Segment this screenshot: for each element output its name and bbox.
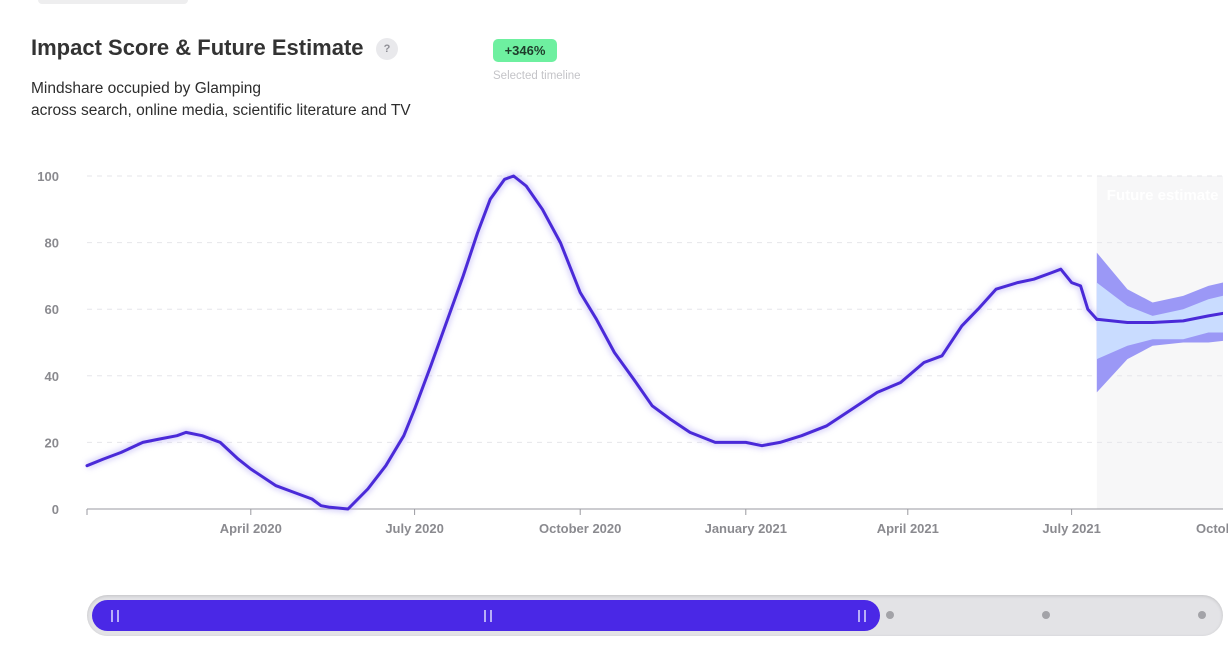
x-tick-label: October 2020 [539, 521, 621, 536]
scroller-dot-icon [886, 611, 894, 619]
scroller-dot-icon [1198, 611, 1206, 619]
y-tick-label: 80 [45, 236, 59, 251]
y-tick-label: 60 [45, 302, 59, 317]
timeline-scroller[interactable] [87, 595, 1223, 636]
future-estimate-label: Future estimate [1107, 187, 1219, 204]
timeline-selection[interactable] [92, 600, 880, 631]
forecast-line [1095, 311, 1223, 324]
right-handle-grip-icon[interactable] [858, 610, 866, 622]
x-tick-label: April 2020 [220, 521, 282, 536]
change-caption: Selected timeline [493, 70, 581, 82]
y-tick-label: 40 [45, 369, 59, 384]
impact-score-line [85, 174, 1099, 511]
subtitle-line-1: Mindshare occupied by Glamping [31, 80, 262, 97]
top-tab-indicator [38, 0, 188, 4]
x-tick-label: July 2021 [1042, 521, 1101, 536]
subtitle-line-2: across search, online media, scientific … [31, 102, 411, 119]
x-tick-label: January 2021 [705, 521, 787, 536]
y-tick-label: 0 [52, 502, 59, 517]
x-tick-label: April 2021 [877, 521, 939, 536]
help-icon[interactable]: ? [376, 38, 398, 60]
chart-title: Impact Score & Future Estimate [31, 35, 364, 60]
y-tick-label: 100 [37, 169, 59, 184]
impact-chart[interactable]: Future estimate 0 20 40 60 80 100 April 2020 J… [0, 0, 1228, 560]
chart-subtitle: Mindshare occupied by Glamping across se… [31, 78, 411, 122]
y-tick-label: 20 [45, 435, 59, 450]
change-badge: +346% [493, 39, 557, 62]
left-handle-grip-icon[interactable] [111, 610, 119, 622]
x-tick-label: July 2020 [385, 521, 444, 536]
middle-handle-grip-icon[interactable] [484, 610, 492, 622]
x-tick-label: October 2021 [1196, 521, 1228, 536]
scroller-dot-icon [1042, 611, 1050, 619]
